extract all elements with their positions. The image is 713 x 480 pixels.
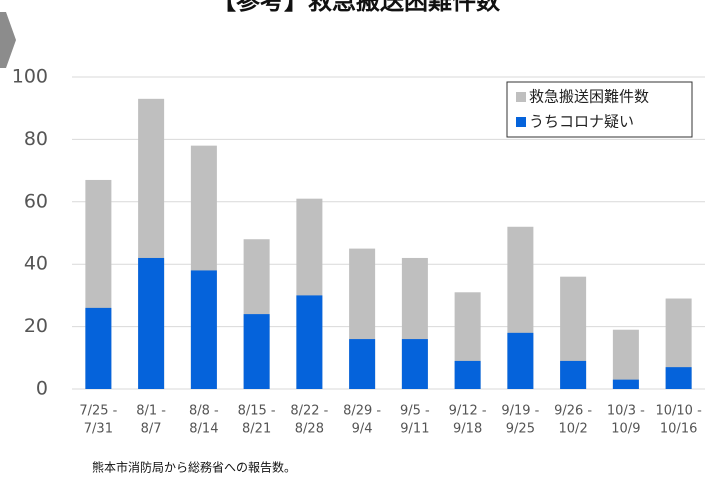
bar bbox=[401, 339, 428, 389]
bar bbox=[612, 329, 639, 389]
x-tick-label: 10/16 bbox=[660, 422, 697, 437]
bar bbox=[454, 360, 481, 389]
bar bbox=[138, 257, 165, 389]
x-tick-label: 7/25 - bbox=[79, 404, 117, 419]
bar bbox=[243, 314, 270, 389]
legend-swatch bbox=[516, 117, 526, 127]
y-tick-label: 100 bbox=[12, 66, 48, 88]
legend-label: 救急搬送困難件数 bbox=[529, 88, 649, 106]
bar bbox=[612, 379, 639, 389]
x-tick-label: 8/21 bbox=[242, 422, 271, 437]
x-tick-label: 8/28 bbox=[295, 422, 324, 437]
y-tick-label: 20 bbox=[24, 315, 48, 337]
y-tick-label: 80 bbox=[24, 128, 48, 150]
x-tick-label: 10/9 bbox=[611, 422, 640, 437]
y-tick-label: 40 bbox=[24, 253, 48, 275]
x-tick-label: 9/5 - bbox=[400, 404, 430, 419]
legend-label: うちコロナ疑い bbox=[529, 113, 634, 131]
x-tick-label: 9/4 bbox=[352, 422, 373, 437]
y-tick-label: 0 bbox=[36, 378, 48, 400]
x-tick-label: 9/12 - bbox=[449, 404, 487, 419]
bar bbox=[665, 367, 692, 389]
x-tick-label: 8/7 bbox=[141, 422, 162, 437]
x-tick-label: 10/2 bbox=[559, 422, 588, 437]
x-tick-label: 8/8 - bbox=[189, 404, 219, 419]
x-tick-label: 9/25 bbox=[506, 422, 535, 437]
x-tick-label: 8/22 - bbox=[290, 404, 328, 419]
x-tick-label: 9/18 bbox=[453, 422, 482, 437]
bar bbox=[85, 307, 112, 389]
x-tick-label: 8/1 - bbox=[136, 404, 166, 419]
x-tick-label: 8/15 - bbox=[238, 404, 276, 419]
y-tick-label: 60 bbox=[24, 190, 48, 212]
legend-box bbox=[506, 81, 693, 138]
bar bbox=[560, 360, 587, 389]
x-tick-label: 9/19 - bbox=[501, 404, 539, 419]
x-tick-label: 10/10 - bbox=[655, 404, 702, 419]
bar bbox=[296, 295, 323, 389]
footnote: 熊本市消防局から総務省への報告数。 bbox=[92, 460, 296, 475]
x-tick-label: 7/31 bbox=[84, 422, 113, 437]
chart-title: 【参考】救急搬送困難件数 bbox=[212, 0, 501, 15]
x-tick-label: 10/3 - bbox=[607, 404, 645, 419]
chevron-decoration bbox=[0, 12, 16, 68]
x-tick-label: 8/14 bbox=[189, 422, 218, 437]
bar bbox=[507, 332, 534, 389]
bar bbox=[349, 339, 376, 389]
x-tick-label: 8/29 - bbox=[343, 404, 381, 419]
legend-swatch bbox=[516, 92, 526, 102]
x-tick-label: 9/11 bbox=[400, 422, 429, 437]
x-tick-label: 9/26 - bbox=[554, 404, 592, 419]
bar bbox=[190, 270, 217, 389]
